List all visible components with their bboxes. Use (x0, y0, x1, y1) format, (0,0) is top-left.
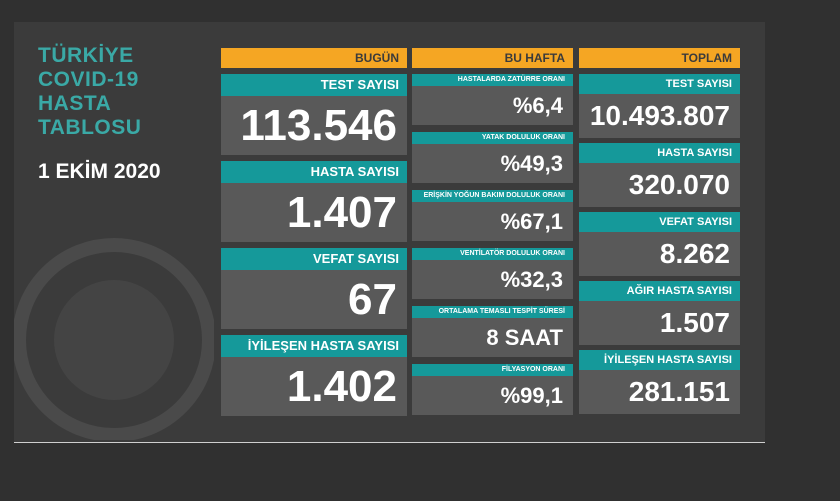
date: 1 EKİM 2020 (38, 160, 161, 183)
item-value: %99,1 (412, 376, 573, 415)
column-header: TOPLAM (579, 48, 740, 68)
item-value: 320.070 (579, 163, 740, 207)
title: TÜRKİYE COVID-19 HASTA TABLOSU (38, 44, 142, 139)
item-value: 67 (221, 270, 407, 329)
item-label: TEST SAYISI (221, 74, 407, 96)
item-label: AĞIR HASTA SAYISI (579, 281, 740, 301)
item-label: HASTA SAYISI (579, 143, 740, 163)
item-value: 1.407 (221, 183, 407, 242)
item-label: ERİŞKİN YOĞUN BAKIM DOLULUK ORANI (412, 190, 573, 202)
item-value: 8 SAAT (412, 318, 573, 357)
column-header: BUGÜN (221, 48, 407, 68)
emblem (14, 238, 214, 440)
item-label: HASTA SAYISI (221, 161, 407, 183)
item-value: 8.262 (579, 232, 740, 276)
item-value: 10.493.807 (579, 94, 740, 138)
item-label: ORTALAMA TEMASLI TESPİT SÜRESİ (412, 306, 573, 318)
item-label: HASTALARDA ZATÜRRE ORANI (412, 74, 573, 86)
item-value: %6,4 (412, 86, 573, 125)
item-label: YATAK DOLULUK ORANI (412, 132, 573, 144)
column-header: BU HAFTA (412, 48, 573, 68)
item-value: 1.507 (579, 301, 740, 345)
item-label: İYİLEŞEN HASTA SAYISI (221, 335, 407, 357)
item-label: VEFAT SAYISI (221, 248, 407, 270)
item-value: 281.151 (579, 370, 740, 414)
item-value: 113.546 (221, 96, 407, 155)
item-value: 1.402 (221, 357, 407, 416)
item-label: VENTİLATÖR DOLULUK ORANI (412, 248, 573, 260)
item-value: %32,3 (412, 260, 573, 299)
item-label: TEST SAYISI (579, 74, 740, 94)
item-label: VEFAT SAYISI (579, 212, 740, 232)
item-label: İYİLEŞEN HASTA SAYISI (579, 350, 740, 370)
item-value: %67,1 (412, 202, 573, 241)
item-value: %49,3 (412, 144, 573, 183)
item-label: FİLYASYON ORANI (412, 364, 573, 376)
